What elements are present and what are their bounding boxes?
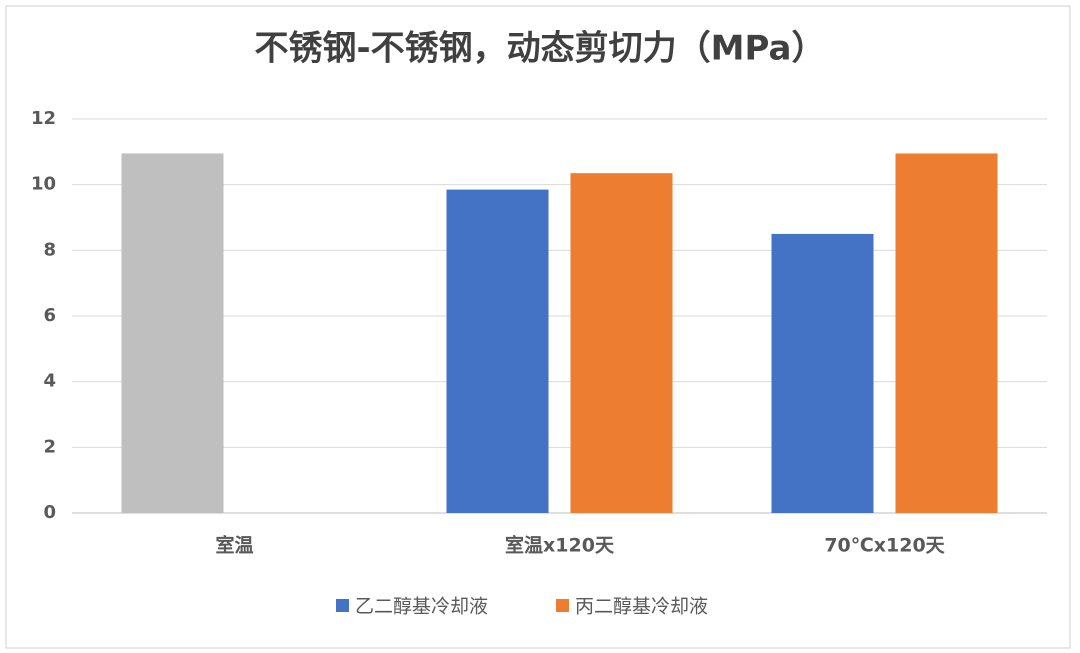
bar bbox=[570, 173, 673, 514]
y-tick-label: 10 bbox=[31, 174, 56, 195]
y-tick-label: 4 bbox=[43, 371, 56, 392]
y-tick-label: 2 bbox=[43, 436, 56, 457]
chart-border bbox=[5, 5, 1071, 649]
legend-swatch bbox=[336, 599, 349, 612]
bar bbox=[446, 189, 549, 513]
legend-label: 乙二醇基冷却液 bbox=[355, 596, 488, 618]
legend-swatch bbox=[556, 599, 569, 612]
x-tick-label: 室温x120天 bbox=[505, 534, 615, 557]
x-tick-label: 室温 bbox=[215, 534, 253, 557]
y-tick-label: 12 bbox=[31, 108, 56, 129]
x-tick-label: 70℃x120天 bbox=[824, 535, 945, 557]
bar bbox=[121, 153, 224, 513]
y-tick-label: 8 bbox=[43, 239, 56, 260]
bar bbox=[771, 233, 874, 513]
chart-title: 不锈钢-不锈钢，动态剪切力（MPa） bbox=[255, 29, 826, 69]
y-tick-label: 0 bbox=[43, 502, 56, 523]
legend-label: 丙二醇基冷却液 bbox=[575, 596, 708, 618]
y-tick-label: 6 bbox=[43, 305, 56, 326]
bar bbox=[895, 153, 998, 513]
